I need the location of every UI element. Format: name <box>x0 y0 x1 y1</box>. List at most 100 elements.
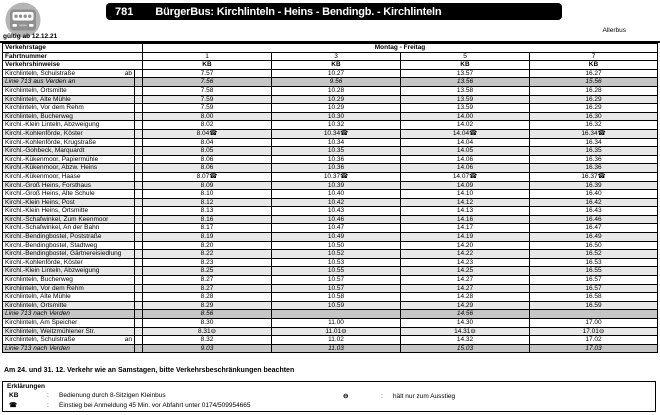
time-cell: 8.30 <box>142 318 272 328</box>
stop-name: Kirchl.-Kohlenförde, Köster <box>5 129 83 137</box>
time-cell: 16.35 <box>529 146 658 156</box>
spacer-cell <box>134 120 143 130</box>
stop-name: Kirchl.-Klein Linteln, Abzweigung <box>5 267 100 275</box>
stop-cell: Kirchl.-Schafwinkel, An der Bahn <box>2 223 135 234</box>
table-row: Kirchl.-Groß Heins, Alte Schule 8.10 10.40… <box>2 189 658 199</box>
connection-row: Linie 713 aus Verden an 7.56 9.56 13.56 15.5… <box>2 77 658 87</box>
time-cell: 16.57 <box>529 283 658 294</box>
stop-cell-content: Kirchl.-Schafwinkel, An der Bahn <box>5 225 132 232</box>
time-cell: 16.36 <box>529 154 658 165</box>
time-cell: 16.42 <box>529 197 658 208</box>
time-cell: 10.34☎ <box>271 128 401 139</box>
time-cell: 8.10 <box>142 189 272 199</box>
time-cell: 16.49 <box>529 232 658 242</box>
valid-from-label: gültig ab 12.12.21 <box>3 33 58 40</box>
stop-name: Kirchl.-Klein Heins, Ortsmitte <box>5 207 89 215</box>
time-cell <box>529 309 658 319</box>
table-row: Kirchlinteln, Schulstraße an 8.32 11.02 14.3… <box>2 335 658 345</box>
spacer-cell <box>134 111 143 122</box>
stop-name: Kirchlinteln, Ortsmitte <box>5 86 67 94</box>
table-row: Kirchlinteln, Ortsmitte 7.58 10.28 13.58 16.… <box>2 85 658 96</box>
spacer-cell <box>134 266 143 277</box>
time-cell: 8.16 <box>142 214 272 225</box>
verkehrshinweise-label: Verkehrshinweise <box>2 60 143 70</box>
time-cell: 16.43 <box>529 206 658 216</box>
spacer-cell <box>134 300 143 311</box>
table-row: Kirchl.-Klein Heins, Ortsmitte 8.13 10.43 1… <box>2 206 658 216</box>
stop-cell: Kirchlinteln, Alte Mühle <box>2 94 135 105</box>
stop-cell: Kirchlinteln, Alte Mühle <box>2 292 135 302</box>
operator-label: Allerbus <box>602 27 626 34</box>
table-row: Kirchl.-Schafwinkel, An der Bahn 8.17 10.4… <box>2 223 658 234</box>
spacer-cell <box>134 206 143 216</box>
time-cell: 14.06 <box>400 163 530 173</box>
table-row: Kirchl.-Klein Heins, Post 8.12 10.42 14.12 1… <box>2 197 658 208</box>
table-row: Kirchl.-Bendingbostel, Stadtweg 8.20 10.50… <box>2 240 658 251</box>
connection-row: Linie 713 nach Verden 9.03 11.03 15.03 17.03 <box>2 343 658 354</box>
time-cell: 8.20 <box>142 240 272 251</box>
time-cell: 17.02 <box>529 335 658 345</box>
table-row: Kirchlinteln, Vor dem Rehm 8.27 10.57 14.27… <box>2 283 658 294</box>
time-cell: 10.47 <box>271 223 401 234</box>
stop-name: Kirchlinteln, Weitzmühlener Str. <box>5 327 96 335</box>
stop-cell: Kirchl.-Bendingbostel, Poststraße <box>2 232 135 242</box>
time-cell: 13.57 <box>400 68 530 79</box>
stop-cell-content: Kirchl.-Bendingbostel, Stadtweg <box>5 242 132 249</box>
spacer-cell <box>134 94 143 105</box>
table-row: Kirchl.-Klein Linteln, Abzweigung 8.02 10.… <box>2 120 658 130</box>
stop-cell: Kirchlinteln, Ortsmitte <box>2 85 135 96</box>
spacer-cell <box>134 154 143 165</box>
spacer-cell <box>134 232 143 242</box>
time-cell: 10.52 <box>271 249 401 259</box>
time-cell: 8.22 <box>142 249 272 259</box>
table-row: Kirchl.-Kükenmoor, Haase 8.07☎ 10.37☎ 14.07… <box>2 171 658 182</box>
spacer-cell <box>134 309 143 319</box>
stop-name: Kirchlinteln, Ortsmitte <box>5 301 67 309</box>
stop-name: Kirchlinteln, Bucherweg <box>5 112 73 120</box>
stop-cell: Kirchl.-Kükenmoor, Abzw. Heins <box>2 163 135 173</box>
spacer-cell <box>134 292 143 302</box>
stop-marker: ab <box>124 69 132 77</box>
stop-name: Kirchlinteln, Alte Mühle <box>5 293 71 301</box>
time-cell: 16.59 <box>529 300 658 311</box>
time-cell: 10.59 <box>271 300 401 311</box>
time-cell: 10.43 <box>271 206 401 216</box>
trip-note: KB <box>529 60 658 70</box>
timetable-table: Verkehrstage Montag - Freitag Fahrtnummer 1… <box>2 43 658 354</box>
time-cell: 17.00 <box>529 318 658 328</box>
stop-cell-content: Kirchl.-Klein Linteln, Abzweigung <box>5 122 132 129</box>
time-cell: 8.17 <box>142 223 272 234</box>
time-cell: 14.00 <box>400 111 530 122</box>
time-cell: 14.20 <box>400 240 530 251</box>
stop-marker: an <box>124 336 132 344</box>
stop-cell-content: Linie 713 nach Verden <box>5 311 132 318</box>
stop-cell: Kirchl.-Groß Heins, Alte Schule <box>2 189 135 199</box>
route-header-bar: 781 BürgerBus: Kirchlinteln - Heins - Be… <box>106 3 562 20</box>
time-cell: 16.34 <box>529 137 658 148</box>
trip-note: KB <box>142 60 272 70</box>
stop-cell-content: Kirchlinteln, Vor dem Rehm <box>5 105 132 112</box>
legend-item-exit-only: ⊖: hält nur zum Ausstieg <box>343 393 456 400</box>
spacer-cell <box>134 335 143 345</box>
stop-name: Kirchl.-Schafwinkel, Zum Keenmoor <box>5 215 109 223</box>
stop-cell-content: Kirchlinteln, Alte Mühle <box>5 293 132 301</box>
table-row: Kirchl.-Kohlenförde, Köster 8.23 10.53 14.2… <box>2 257 658 268</box>
time-cell: 9.56 <box>271 77 401 87</box>
legend-text: Einstieg bei Anmeldung 45 Min. vor Abfah… <box>59 402 251 409</box>
time-cell: 8.12 <box>142 197 272 208</box>
spacer-cell <box>134 249 143 259</box>
time-cell: 10.50 <box>271 240 401 251</box>
trip-note: KB <box>400 60 530 70</box>
time-cell: 14.04 <box>400 137 530 148</box>
time-cell: 14.23 <box>400 257 530 268</box>
time-cell: 14.27 <box>400 275 530 285</box>
minibus-icon <box>4 1 42 44</box>
time-cell: 10.36 <box>271 163 401 173</box>
time-cell: 17.01⊖ <box>529 326 658 337</box>
header-row-fahrtnummer: Fahrtnummer 1 3 5 7 <box>2 51 658 62</box>
time-cell: 8.19 <box>142 232 272 242</box>
connection-row: Linie 713 nach Verden 8.56 14.56 <box>2 309 658 319</box>
time-cell: 14.19 <box>400 232 530 242</box>
table-row: Kirchl.-Gohbeck, Marquardt 8.05 10.35 14.05… <box>2 146 658 156</box>
time-cell: 11.00 <box>271 318 401 328</box>
